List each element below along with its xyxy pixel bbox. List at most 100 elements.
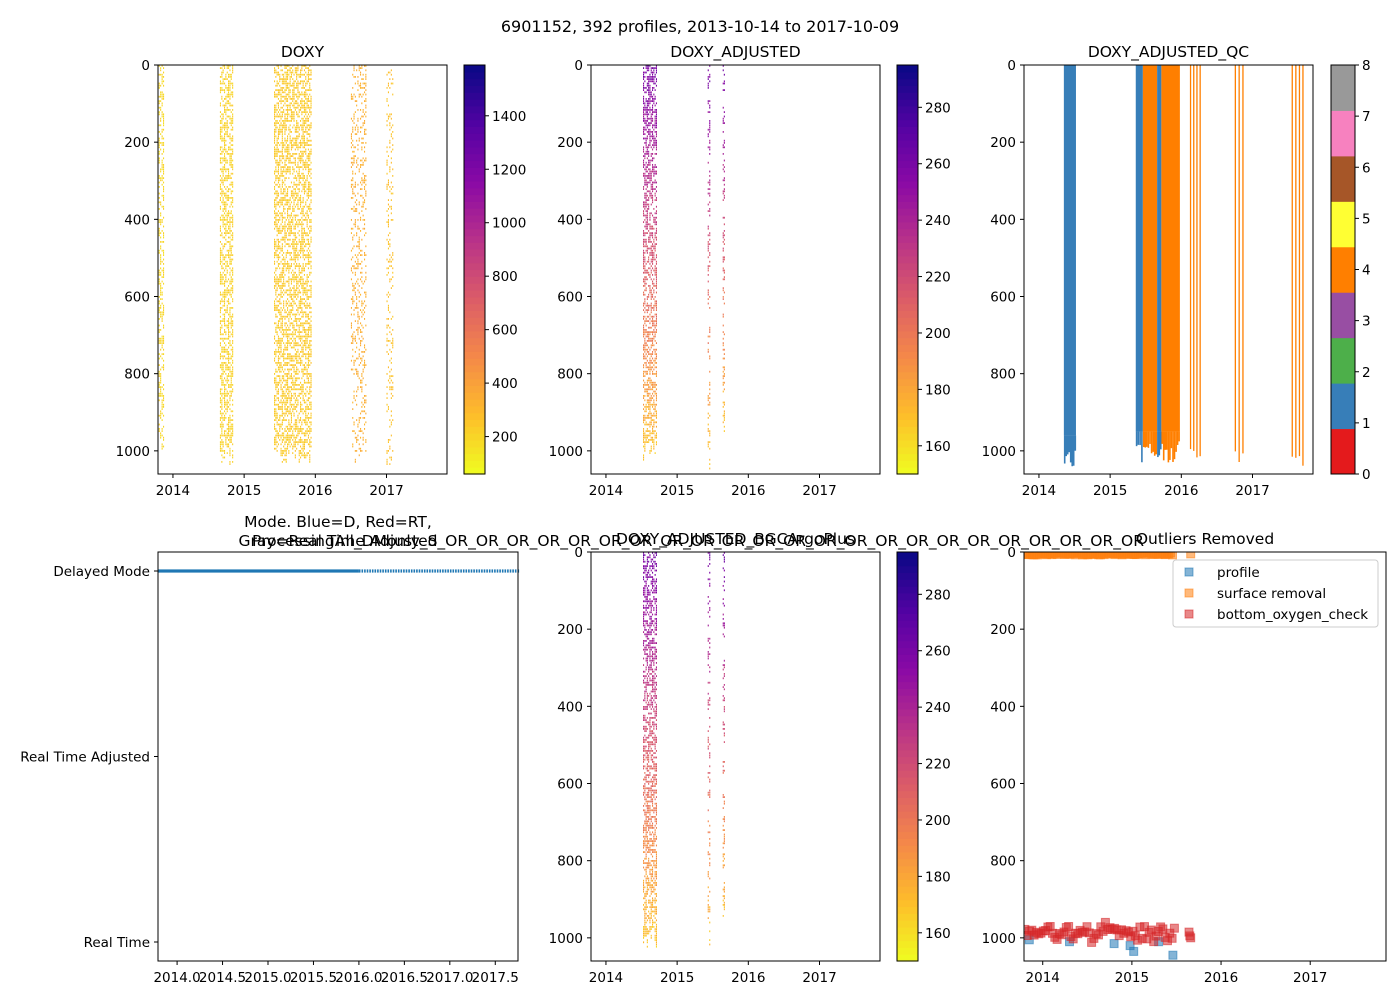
heatmap-cell [350,197,352,199]
heatmap-cell [296,170,298,173]
heatmap-cell [230,333,232,336]
heatmap-cell [224,258,226,261]
heatmap-cell [276,192,278,195]
heatmap-cell [297,172,299,175]
heatmap-cell [232,428,234,430]
heatmap-cell [274,148,276,151]
heatmap-cell [307,120,309,122]
heatmap-cell [225,351,227,353]
heatmap-cell [224,331,226,333]
heatmap-cell [300,146,302,149]
heatmap-cell [276,403,278,406]
heatmap-cell [284,197,286,199]
heatmap-cell [277,71,279,74]
heatmap-cell [307,128,309,131]
heatmap-cell [294,247,296,250]
heatmap-cell [300,452,302,454]
heatmap-cell [230,254,232,256]
heatmap-cell [219,436,221,439]
heatmap-cell [274,227,276,230]
heatmap-cell [294,419,296,421]
heatmap-cell [307,335,309,338]
heatmap-cell [297,82,299,85]
heatmap-cell [219,256,221,259]
heatmap-cell [277,148,279,151]
heatmap-cell [298,133,300,135]
heatmap-cell [274,271,276,274]
heatmap-cell [225,344,227,347]
heatmap-cell [301,245,303,248]
heatmap-cell [356,210,358,212]
heatmap-cell [229,148,231,151]
heatmap-cell [288,421,290,424]
heatmap-cell [294,344,296,347]
heatmap-cell [306,408,308,410]
heatmap-cell [275,122,277,124]
heatmap-cell [226,153,228,155]
heatmap-cell [293,280,295,283]
heatmap-cell [303,183,305,186]
heatmap-cell [283,100,285,102]
heatmap-cell [232,313,234,316]
heatmap-cell [161,131,163,133]
heatmap-cell [222,82,224,85]
heatmap-cell [225,133,227,135]
heatmap-cell [230,192,232,195]
heatmap-cell [232,461,234,463]
heatmap-cell [229,340,231,342]
heatmap-cell [229,397,231,399]
heatmap-cell [293,238,295,241]
heatmap-cell [309,296,311,298]
heatmap-cell [225,436,227,439]
heatmap-cell [302,219,304,221]
heatmap-cell [221,399,223,402]
heatmap-cell [289,359,291,362]
colorbar-tick-label: 400 [492,376,518,392]
heatmap-cell [283,216,285,219]
heatmap-cell [275,219,277,221]
heatmap-cell [277,256,279,259]
heatmap-cell [352,150,354,153]
heatmap-cell [284,346,286,349]
heatmap-cell [296,419,298,421]
colorbar-step [464,276,485,284]
heatmap-cell [230,124,232,127]
heatmap-cell [281,183,283,186]
heatmap-cell [357,258,359,261]
heatmap-cell [361,194,363,197]
heatmap-cell [219,153,221,155]
heatmap-cell [228,417,230,419]
heatmap-cell [360,278,362,281]
heatmap-cell [292,65,294,67]
heatmap-cell [226,300,228,303]
heatmap-cell [365,304,367,307]
heatmap-cell [389,205,391,208]
heatmap-cell [303,267,305,270]
heatmap-cell [228,76,230,78]
heatmap-cell [290,298,292,300]
heatmap-cell [158,324,160,327]
heatmap-cell [280,351,282,353]
heatmap-cell [389,375,391,377]
heatmap-cell [387,291,389,294]
heatmap-cell [281,322,283,325]
heatmap-cell [229,263,231,265]
heatmap-cell [219,216,221,219]
heatmap-cell [356,139,358,142]
heatmap-cell [280,238,282,241]
heatmap-cell [387,366,389,369]
heatmap-cell [232,190,234,193]
heatmap-cell [303,443,305,446]
heatmap-cell [228,91,230,94]
heatmap-cell [301,137,303,140]
heatmap-cell [219,278,221,281]
heatmap-cell [294,227,296,230]
heatmap-cell [287,302,289,305]
heatmap-cell [307,331,309,333]
heatmap-cell [285,388,287,391]
heatmap-cell [225,150,227,153]
heatmap-cell [309,157,311,160]
heatmap-cell [364,186,366,188]
heatmap-cell [224,137,226,140]
heatmap-cell [275,241,277,243]
